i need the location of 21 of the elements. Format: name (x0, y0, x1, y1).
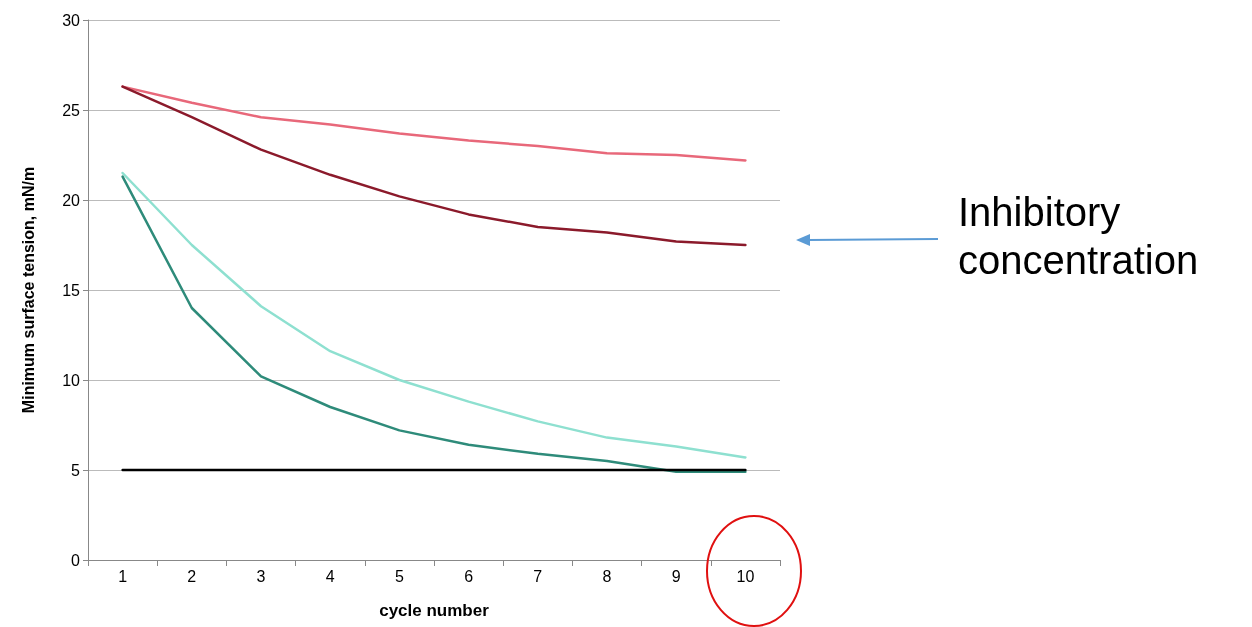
x-tick-label: 8 (602, 567, 612, 585)
x-tick-label: 6 (464, 567, 474, 585)
x-tick-label: 2 (187, 567, 197, 585)
y-axis-title: Minimum surface tension, mN/m (19, 166, 37, 414)
y-tick-label: 5 (71, 461, 81, 479)
y-tick-label: 30 (62, 11, 81, 29)
x-tick-label: 4 (325, 567, 335, 585)
y-tick-label: 15 (62, 281, 81, 299)
x-tick-label: 10 (736, 567, 755, 585)
text: Inhibitory concentration (958, 189, 1200, 284)
y-tick-label: 0 (71, 551, 81, 569)
x-axis-title: cycle number (379, 601, 490, 620)
line-series (121, 85, 747, 247)
x-tick-label: 1 (118, 567, 128, 585)
y-tick-label: 25 (62, 101, 81, 119)
x-tick-label: 7 (533, 567, 543, 585)
x-tick-label: 3 (256, 567, 266, 585)
x-tick-label: 5 (394, 567, 404, 585)
x-tick-label: 9 (671, 567, 681, 585)
y-tick-label: 10 (62, 371, 81, 389)
y-tick-label: 20 (62, 191, 81, 209)
